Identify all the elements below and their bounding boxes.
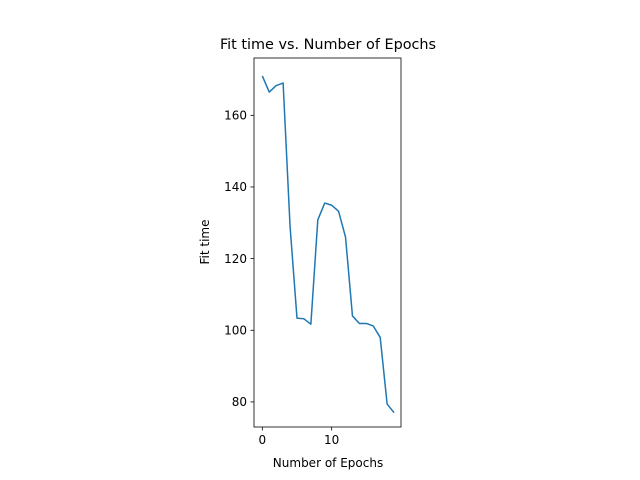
y-tick-label: 80 <box>232 395 247 409</box>
series-layer <box>261 75 395 414</box>
y-tick-label: 100 <box>224 323 247 337</box>
y-tick-label: 140 <box>224 180 247 194</box>
y-tick-label: 160 <box>224 109 247 123</box>
axes-frame <box>253 57 402 428</box>
y-ticks: 80 100 120 140 160 <box>224 109 254 409</box>
x-ticks: 0 10 <box>259 427 339 447</box>
x-axis-label: Number of Epochs <box>273 456 383 470</box>
x-tick-label: 10 <box>324 433 339 447</box>
y-axis-label: Fit time <box>198 220 212 265</box>
chart-title: Fit time vs. Number of Epochs <box>220 37 436 53</box>
series-line-0 <box>261 75 395 414</box>
plot-area: 0 10 80 100 120 140 160 <box>224 57 402 447</box>
y-tick-label: 120 <box>224 252 247 266</box>
x-tick-label: 0 <box>259 433 267 447</box>
